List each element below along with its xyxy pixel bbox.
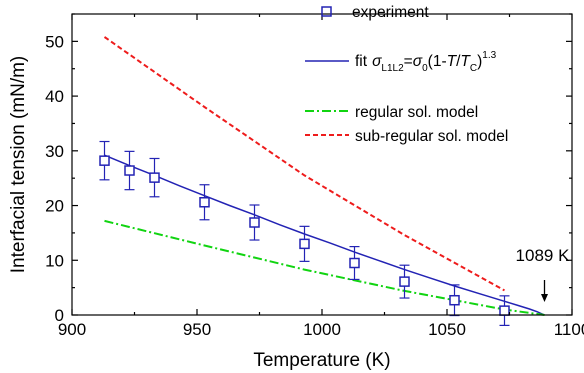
- legend-label-subregular: sub-regular sol. model: [355, 128, 508, 145]
- experiment-marker: [249, 217, 260, 228]
- regular-model-line: [104, 219, 545, 316]
- x-tick-label: 900: [58, 320, 86, 339]
- data-point: [449, 284, 460, 317]
- y-tick-label: 20: [45, 197, 64, 216]
- experiment-marker: [499, 305, 510, 316]
- data-point: [199, 184, 210, 221]
- legend-marker-square: [321, 6, 332, 17]
- data-point: [249, 204, 260, 241]
- annotation-arrow-head: [541, 294, 548, 302]
- series-layer: [103, 36, 545, 316]
- annotation-label: 1089 K: [516, 246, 571, 265]
- legend: experiment fit σL1L2=σ0(1-T/TC)1.3 regula…: [305, 4, 508, 145]
- experiment-marker: [399, 276, 410, 287]
- y-tick-label: 0: [55, 306, 64, 325]
- data-point: [149, 157, 160, 198]
- data-point: [349, 245, 360, 281]
- markers-layer: [99, 140, 510, 326]
- x-axis-title: Temperature (K): [253, 350, 390, 371]
- plot-area: [99, 36, 545, 326]
- data-point: [299, 225, 310, 262]
- legend-item-experiment: experiment: [321, 4, 429, 21]
- x-tick-label: 950: [183, 320, 211, 339]
- legend-item-fit: fit σL1L2=σ0(1-T/TC)1.3: [305, 50, 497, 74]
- data-point: [124, 150, 135, 191]
- legend-item-regular: regular sol. model: [305, 104, 478, 121]
- data-point: [399, 264, 410, 299]
- experiment-marker: [149, 172, 160, 183]
- legend-label-fit: fit σL1L2=σ0(1-T/TC)1.3: [355, 50, 497, 74]
- experiment-marker: [99, 155, 110, 166]
- experiment-marker: [199, 197, 210, 208]
- experiment-marker: [449, 294, 460, 306]
- y-tick-label: 30: [45, 142, 64, 161]
- experiment-marker: [124, 165, 135, 176]
- y-axis-title: Interfacial tension (mN/m): [8, 56, 29, 274]
- x-tick-label: 1050: [428, 320, 466, 339]
- experiment-marker: [349, 257, 360, 269]
- x-tick-label: 1000: [303, 320, 341, 339]
- ticks-layer: [71, 13, 573, 316]
- annotation-layer: 1089 K: [516, 246, 571, 302]
- plot-frame: [71, 13, 573, 316]
- legend-label-experiment: experiment: [352, 4, 429, 21]
- legend-label-regular: regular sol. model: [355, 104, 478, 121]
- data-point: [99, 140, 110, 181]
- legend-item-subregular: sub-regular sol. model: [305, 128, 508, 145]
- y-tick-label: 40: [45, 87, 64, 106]
- experiment-marker: [299, 238, 310, 250]
- y-tick-label: 50: [45, 32, 64, 51]
- subregular-model-line: [103, 36, 505, 292]
- fit-line: [104, 154, 545, 316]
- y-tick-label: 10: [45, 251, 64, 270]
